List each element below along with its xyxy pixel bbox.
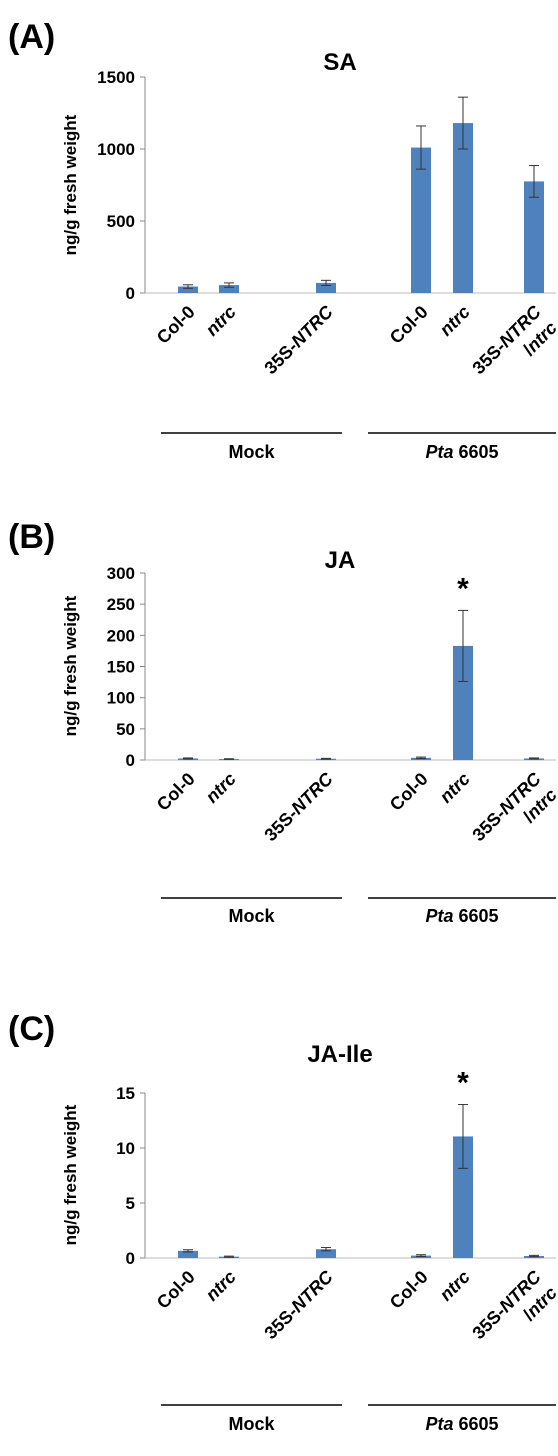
y-tick-label: 500 bbox=[107, 212, 135, 231]
chart-panel-ja: (B) JA ng/g fresh weight 0 50 100 150 200 250 300… bbox=[8, 518, 558, 926]
bar bbox=[453, 1136, 473, 1258]
category-label: Col-0 bbox=[386, 302, 432, 348]
group-label: Pta 6605 bbox=[425, 442, 498, 462]
category-label: ntrc bbox=[202, 769, 240, 807]
y-axis-label: ng/g fresh weight bbox=[61, 595, 80, 736]
chart-title: SA bbox=[323, 49, 356, 76]
bar bbox=[178, 286, 198, 293]
category-label: ntrc bbox=[202, 1267, 240, 1305]
category-label: Col-0 bbox=[386, 1267, 432, 1313]
bar bbox=[524, 181, 544, 293]
y-tick-label: 10 bbox=[116, 1139, 135, 1158]
y-tick-label: 0 bbox=[126, 1249, 135, 1268]
bar bbox=[316, 1249, 336, 1258]
significance-marker: * bbox=[457, 1067, 469, 1100]
y-tick-label: 300 bbox=[107, 564, 135, 583]
category-label: Col-0 bbox=[153, 1267, 199, 1313]
y-tick-label: 100 bbox=[107, 689, 135, 708]
bar bbox=[453, 123, 473, 293]
group-label: Mock bbox=[228, 1414, 275, 1434]
category-label: ntrc bbox=[436, 1267, 474, 1305]
group-label: Mock bbox=[228, 442, 275, 462]
panel-letter: (C) bbox=[8, 1010, 55, 1048]
y-axis-label: ng/g fresh weight bbox=[61, 1104, 80, 1245]
category-label: Col-0 bbox=[386, 769, 432, 815]
category-label: Col-0 bbox=[153, 302, 199, 348]
bar bbox=[411, 147, 431, 293]
panel-letter: (A) bbox=[8, 18, 55, 56]
y-tick-label: 250 bbox=[107, 595, 135, 614]
bar bbox=[453, 645, 473, 760]
y-axis-label: ng/g fresh weight bbox=[61, 114, 80, 255]
bar bbox=[316, 282, 336, 293]
panel-letter: (B) bbox=[8, 518, 55, 556]
y-tick-label: 50 bbox=[116, 720, 135, 739]
y-tick-label: 1500 bbox=[97, 68, 135, 87]
category-label: ntrc bbox=[436, 302, 474, 340]
category-label: 35S-NTRC bbox=[260, 301, 337, 378]
chart-title: JA bbox=[325, 547, 356, 574]
significance-marker: * bbox=[457, 572, 469, 605]
y-tick-label: 5 bbox=[126, 1194, 135, 1213]
bar bbox=[219, 285, 239, 293]
category-label: ntrc bbox=[436, 769, 474, 807]
y-tick-label: 1000 bbox=[97, 140, 135, 159]
group-label: Pta 6605 bbox=[425, 906, 498, 926]
bar bbox=[178, 1250, 198, 1258]
group-label: Pta 6605 bbox=[425, 1414, 498, 1434]
y-tick-label: 0 bbox=[126, 284, 135, 303]
y-tick-label: 200 bbox=[107, 626, 135, 645]
category-label: ntrc bbox=[202, 302, 240, 340]
chart-title: JA-Ile bbox=[307, 1041, 372, 1068]
category-label: 35S-NTRC bbox=[260, 1266, 337, 1343]
category-label: Col-0 bbox=[153, 769, 199, 815]
group-label: Mock bbox=[228, 906, 275, 926]
category-label: 35S-NTRC bbox=[260, 768, 337, 845]
y-tick-label: 0 bbox=[126, 751, 135, 770]
y-tick-label: 15 bbox=[116, 1084, 135, 1103]
y-tick-label: 150 bbox=[107, 658, 135, 677]
